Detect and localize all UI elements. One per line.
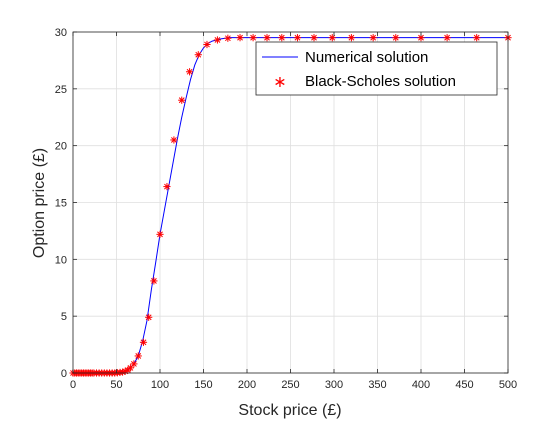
legend-box: [255, 41, 498, 96]
black-scholes-marker: [145, 313, 153, 321]
y-tick-label: 20: [55, 141, 67, 153]
x-tick-label: 0: [70, 379, 76, 391]
y-tick-label: 5: [61, 311, 67, 323]
black-scholes-marker: [178, 96, 186, 104]
legend-label-black-scholes: Black-Scholes solution: [305, 73, 456, 90]
black-scholes-marker: [150, 277, 158, 285]
black-scholes-marker: [328, 34, 336, 42]
legend-marker-swatch: ∗: [273, 74, 286, 91]
x-tick-label: 400: [412, 379, 430, 391]
black-scholes-marker: [156, 230, 164, 238]
black-scholes-marker: [392, 34, 400, 42]
black-scholes-marker: [236, 34, 244, 42]
black-scholes-marker: [213, 36, 222, 44]
x-axis-title: Stock price (£): [238, 402, 341, 419]
x-tick-label: 500: [499, 379, 517, 391]
black-scholes-marker: [134, 352, 142, 360]
black-scholes-marker: [310, 34, 318, 42]
x-tick-label: 150: [194, 379, 212, 391]
black-scholes-marker: [130, 360, 138, 368]
x-tick-label: 200: [238, 379, 256, 391]
black-scholes-marker: [224, 34, 232, 42]
black-scholes-marker: [278, 34, 286, 42]
y-tick-label: 15: [55, 198, 67, 210]
black-scholes-marker: [347, 34, 355, 42]
x-tick-label: 300: [325, 379, 343, 391]
x-tick-label: 50: [110, 379, 122, 391]
numerical-solution-series: [72, 37, 508, 374]
black-scholes-marker: [443, 34, 451, 42]
legend: Numerical solution ∗ Black-Scholes solut…: [255, 41, 498, 96]
x-tick-label: 350: [368, 379, 386, 391]
legend-label-numerical: Numerical solution: [305, 49, 428, 66]
black-scholes-series: [69, 34, 512, 377]
y-tick-label: 30: [55, 27, 67, 39]
black-scholes-marker: [118, 368, 127, 376]
ticks: [72, 31, 509, 374]
black-scholes-marker: [263, 34, 271, 42]
y-tick-label: 10: [55, 254, 67, 266]
numerical-solution-line: [72, 37, 508, 374]
black-scholes-marker: [163, 182, 171, 191]
y-tick-label: 0: [61, 368, 67, 380]
y-axis-title: Option price (£): [31, 148, 48, 258]
black-scholes-marker: [194, 51, 202, 59]
black-scholes-marker: [473, 34, 481, 42]
x-tick-label: 450: [455, 379, 473, 391]
black-scholes-marker: [293, 34, 302, 42]
black-scholes-marker: [170, 136, 178, 144]
x-tick-label: 100: [151, 379, 169, 391]
y-tick-label: 25: [55, 84, 67, 96]
black-scholes-marker: [139, 338, 148, 346]
black-scholes-marker: [369, 34, 377, 42]
black-scholes-marker: [203, 40, 211, 49]
x-tick-labels: 0 50 100 150 200 250 300 350 400 450 500: [70, 379, 517, 391]
black-scholes-marker: [249, 34, 257, 42]
black-scholes-marker: [185, 68, 194, 76]
x-tick-label: 250: [281, 379, 299, 391]
y-tick-labels: 0 5 10 15 20 25 30: [55, 27, 67, 380]
